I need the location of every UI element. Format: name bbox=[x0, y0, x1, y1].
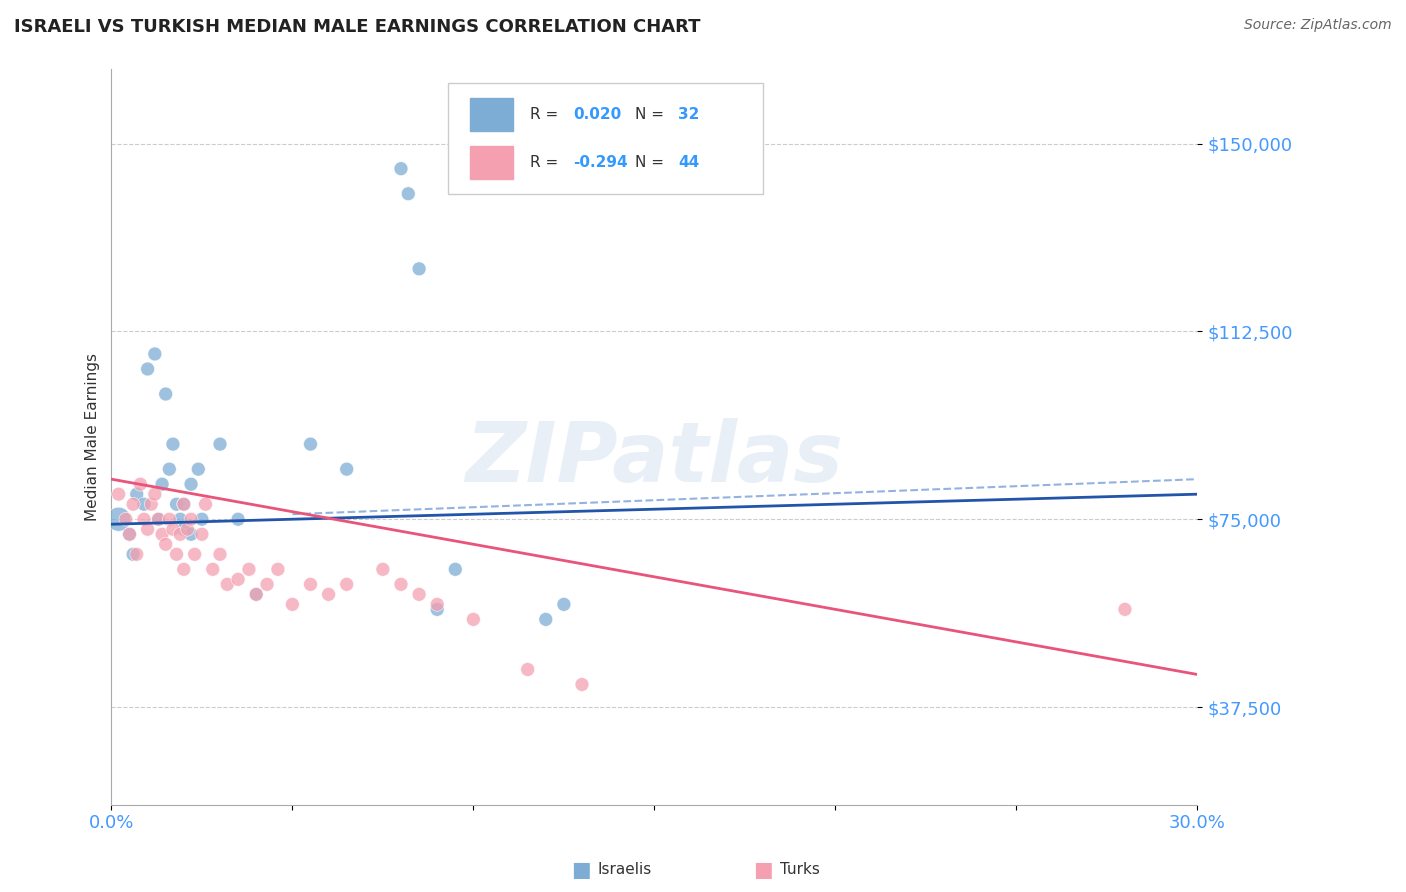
Text: R =: R = bbox=[530, 107, 558, 122]
Point bbox=[125, 547, 148, 561]
Text: 32: 32 bbox=[678, 107, 700, 122]
Point bbox=[408, 587, 430, 601]
Point bbox=[125, 487, 148, 501]
Point bbox=[371, 562, 394, 576]
Point bbox=[141, 497, 163, 511]
Point bbox=[336, 462, 359, 476]
Point bbox=[176, 522, 198, 536]
Point bbox=[444, 562, 467, 576]
Point bbox=[463, 612, 485, 626]
Text: ■: ■ bbox=[571, 860, 591, 880]
Point bbox=[571, 677, 593, 691]
Point bbox=[107, 512, 129, 526]
Point bbox=[191, 527, 214, 541]
Text: ■: ■ bbox=[754, 860, 773, 880]
Point bbox=[118, 527, 141, 541]
Point bbox=[136, 362, 159, 376]
Point bbox=[396, 186, 419, 201]
Point bbox=[318, 587, 340, 601]
Point bbox=[107, 487, 129, 501]
Point bbox=[217, 577, 239, 591]
Point bbox=[226, 512, 249, 526]
Point bbox=[194, 497, 217, 511]
Point bbox=[155, 537, 177, 551]
Point bbox=[191, 512, 214, 526]
Point bbox=[129, 477, 152, 491]
Point bbox=[169, 512, 191, 526]
Point bbox=[389, 577, 412, 591]
Point bbox=[180, 477, 202, 491]
Point bbox=[148, 512, 170, 526]
Point bbox=[267, 562, 290, 576]
Point bbox=[183, 547, 205, 561]
Point bbox=[169, 527, 191, 541]
Text: N =: N = bbox=[636, 155, 664, 169]
Point bbox=[132, 497, 155, 511]
Point bbox=[148, 512, 170, 526]
Point bbox=[136, 522, 159, 536]
Point bbox=[180, 512, 202, 526]
Point bbox=[553, 598, 575, 612]
Point bbox=[256, 577, 278, 591]
Point bbox=[132, 512, 155, 526]
Point bbox=[180, 527, 202, 541]
Point bbox=[155, 387, 177, 401]
Text: Israelis: Israelis bbox=[598, 863, 652, 877]
Point bbox=[1114, 602, 1136, 616]
Point bbox=[173, 522, 195, 536]
Bar bbox=[470, 145, 513, 179]
Point bbox=[173, 497, 195, 511]
Point bbox=[238, 562, 260, 576]
Point bbox=[143, 347, 166, 361]
Point bbox=[162, 437, 184, 451]
Point bbox=[336, 577, 359, 591]
Point bbox=[173, 562, 195, 576]
Point bbox=[408, 261, 430, 276]
Point bbox=[118, 527, 141, 541]
Text: 0.020: 0.020 bbox=[572, 107, 621, 122]
Point bbox=[173, 497, 195, 511]
Point bbox=[426, 602, 449, 616]
Point bbox=[389, 161, 412, 176]
Point bbox=[245, 587, 267, 601]
Point bbox=[226, 572, 249, 586]
Text: ISRAELI VS TURKISH MEDIAN MALE EARNINGS CORRELATION CHART: ISRAELI VS TURKISH MEDIAN MALE EARNINGS … bbox=[14, 18, 700, 36]
Point bbox=[122, 547, 145, 561]
Point bbox=[245, 587, 267, 601]
Text: Source: ZipAtlas.com: Source: ZipAtlas.com bbox=[1244, 18, 1392, 32]
Point bbox=[115, 512, 138, 526]
Point bbox=[208, 547, 231, 561]
Point bbox=[426, 598, 449, 612]
Point bbox=[166, 547, 188, 561]
Text: N =: N = bbox=[636, 107, 664, 122]
Point bbox=[157, 512, 180, 526]
Y-axis label: Median Male Earnings: Median Male Earnings bbox=[86, 352, 100, 521]
Point bbox=[187, 462, 209, 476]
Text: R =: R = bbox=[530, 155, 558, 169]
Point bbox=[201, 562, 224, 576]
Text: 44: 44 bbox=[678, 155, 700, 169]
Text: -0.294: -0.294 bbox=[572, 155, 627, 169]
Point bbox=[516, 663, 538, 677]
Text: ZIPatlas: ZIPatlas bbox=[465, 418, 844, 500]
Point bbox=[150, 477, 173, 491]
Point bbox=[534, 612, 557, 626]
Text: Turks: Turks bbox=[780, 863, 820, 877]
Point bbox=[162, 522, 184, 536]
Point bbox=[157, 462, 180, 476]
Point bbox=[150, 527, 173, 541]
Point bbox=[143, 487, 166, 501]
Bar bbox=[470, 98, 513, 131]
Point bbox=[299, 437, 322, 451]
Point bbox=[122, 497, 145, 511]
Point bbox=[166, 497, 188, 511]
FancyBboxPatch shape bbox=[449, 83, 763, 194]
Point bbox=[299, 577, 322, 591]
Point bbox=[208, 437, 231, 451]
Point bbox=[281, 598, 304, 612]
